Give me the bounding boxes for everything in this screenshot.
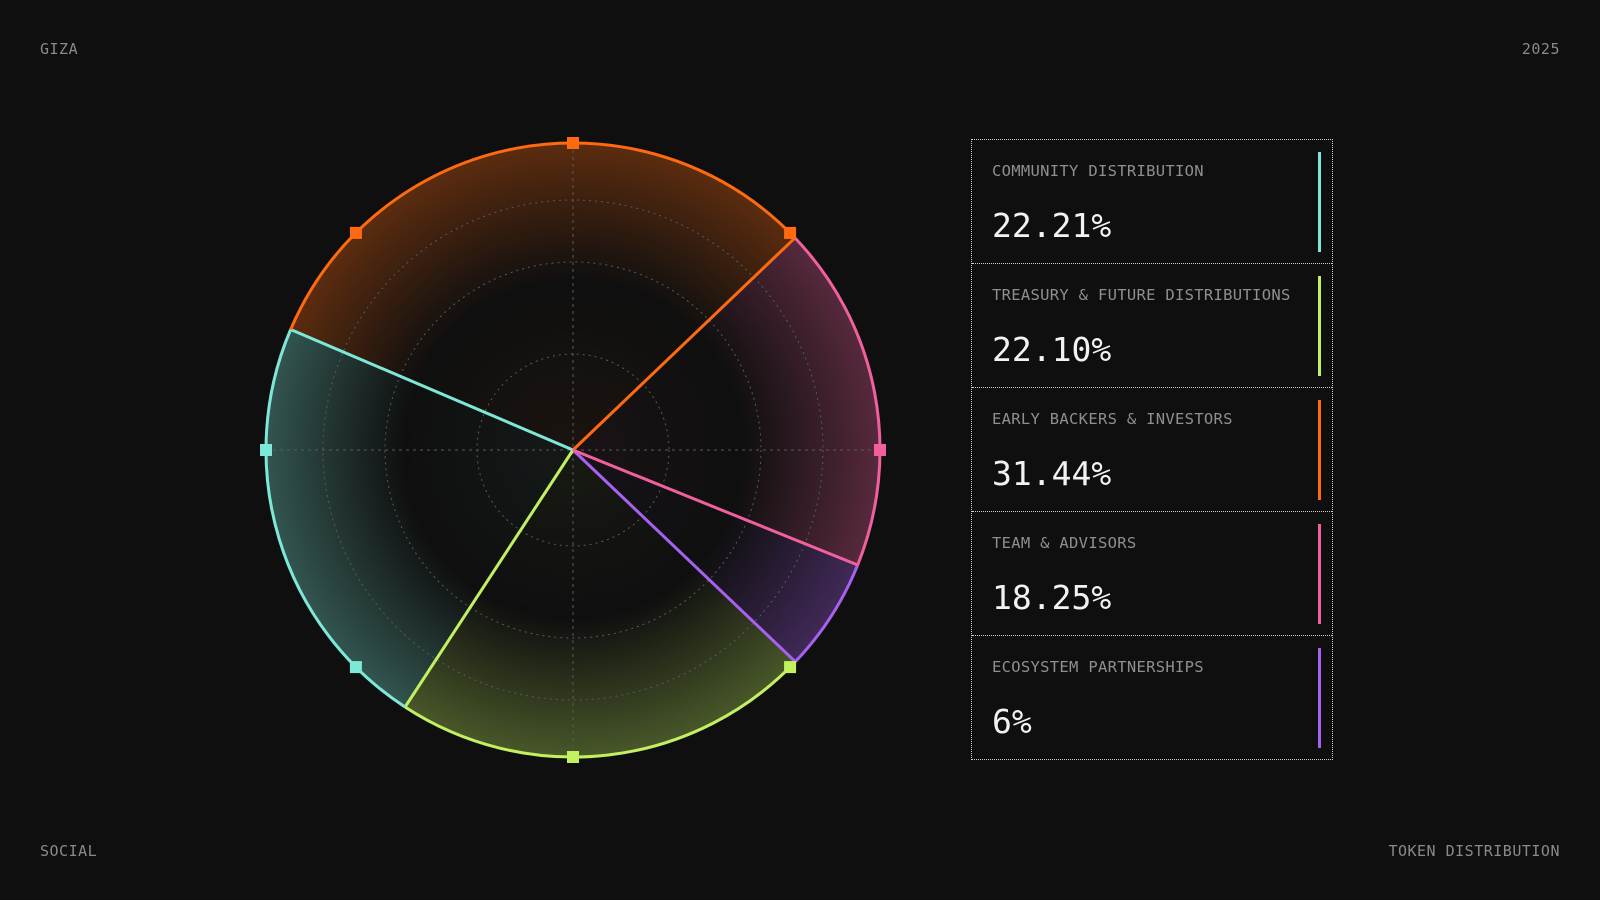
pie-slice (405, 450, 796, 757)
legend-color-bar (1318, 648, 1321, 748)
legend-color-bar (1318, 152, 1321, 252)
pie-slice-edge (571, 236, 796, 452)
pie-slice (265, 329, 573, 708)
legend-color-bar (1318, 400, 1321, 500)
page-title: TOKEN DISTRIBUTION (1388, 842, 1560, 860)
pie-slice (573, 237, 880, 566)
legend-value: 31.44% (992, 454, 1112, 493)
legend-color-bar (1318, 276, 1321, 376)
pie-marker (567, 137, 579, 149)
legend-item: TEAM & ADVISORS 18.25% (972, 512, 1332, 636)
legend-label: TEAM & ADVISORS (992, 534, 1137, 552)
pie-slice-arc (289, 141, 797, 331)
legend-item: ECOSYSTEM PARTNERSHIPS 6% (972, 636, 1332, 760)
pie-marker (784, 226, 797, 239)
legend-item: TREASURY & FUTURE DISTRIBUTIONS 22.10% (972, 264, 1332, 388)
pie-slice-arc (793, 236, 882, 566)
brand-label: GIZA (40, 40, 79, 58)
legend-value: 22.21% (992, 206, 1112, 245)
year-label: 2025 (1521, 40, 1560, 58)
legend-label: TREASURY & FUTURE DISTRIBUTIONS (992, 286, 1291, 304)
pie-slice-edge (571, 448, 797, 663)
pie-marker (260, 444, 272, 456)
legend-label: COMMUNITY DISTRIBUTION (992, 162, 1204, 180)
legend-value: 22.10% (992, 330, 1112, 369)
legend-value: 18.25% (992, 578, 1112, 617)
pie-chart (260, 137, 886, 763)
legend-label: ECOSYSTEM PARTNERSHIPS (992, 658, 1204, 676)
pie-grid (266, 143, 880, 757)
legend-item: EARLY BACKERS & INVESTORS 31.44% (972, 388, 1332, 512)
pie-marker (567, 751, 579, 763)
pie-marker (784, 661, 797, 674)
pie-slice (573, 450, 858, 662)
pie-slice-arc (794, 564, 860, 663)
legend-item: COMMUNITY DISTRIBUTION 22.21% (972, 140, 1332, 264)
section-label: SOCIAL (40, 842, 98, 860)
pie-marker (874, 444, 886, 456)
legend-panel: COMMUNITY DISTRIBUTION 22.21% TREASURY &… (971, 139, 1333, 760)
pie-slice-edge (403, 449, 575, 708)
pie-marker (349, 661, 362, 674)
legend-color-bar (1318, 524, 1321, 624)
pie-marker (349, 226, 362, 239)
legend-label: EARLY BACKERS & INVESTORS (992, 410, 1233, 428)
legend-value: 6% (992, 702, 1032, 741)
pie-slice-edge (290, 328, 574, 452)
pie-slice (290, 143, 795, 450)
pie-slice-arc (404, 660, 797, 759)
pie-slice-edge (572, 448, 859, 567)
